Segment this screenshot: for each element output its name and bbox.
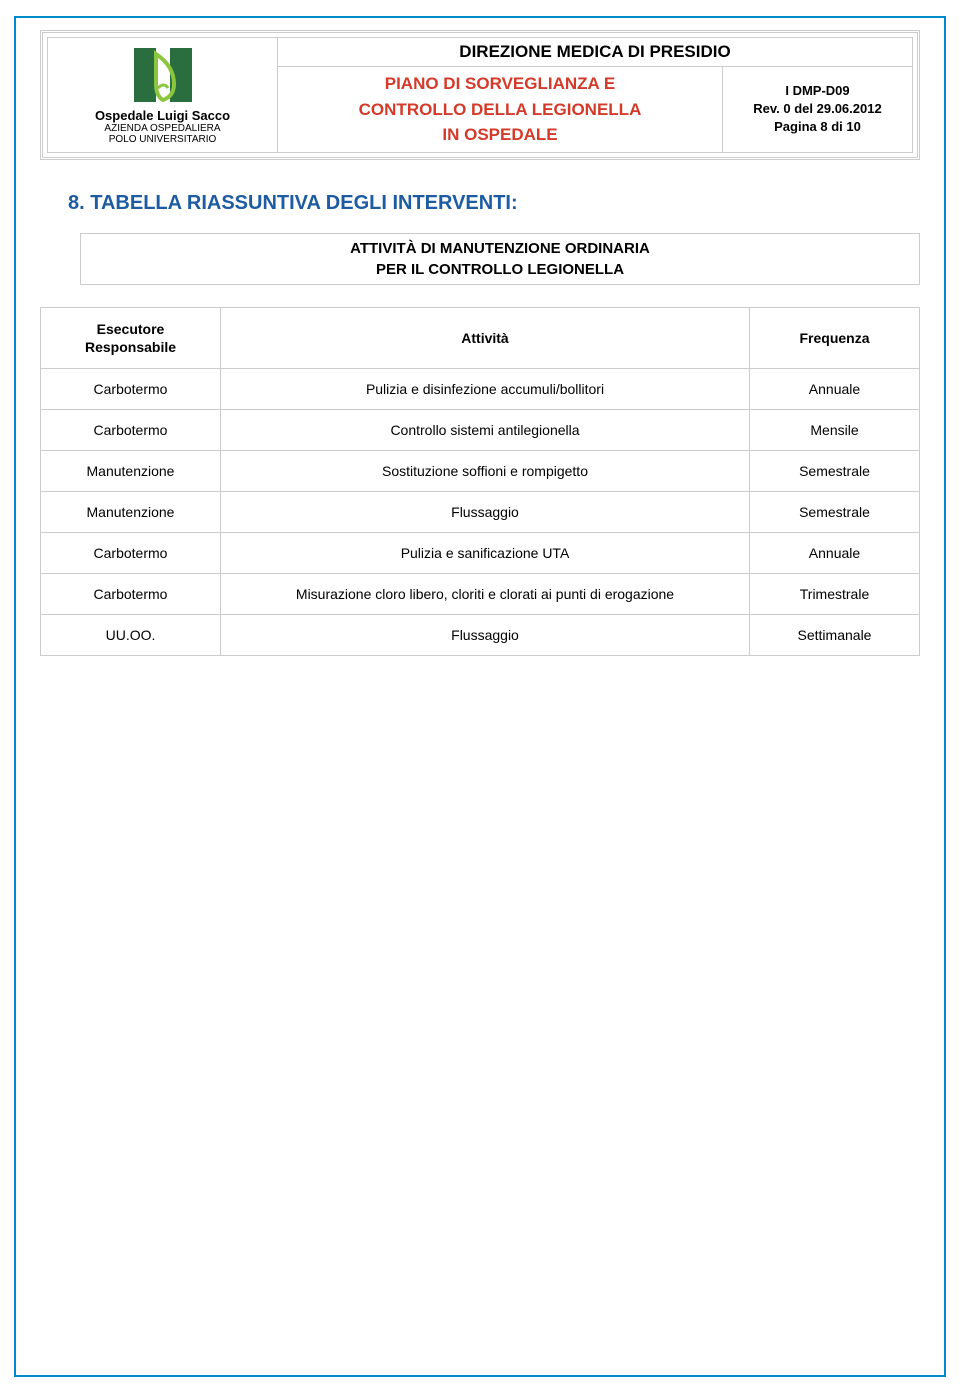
cell-executor: Manutenzione [41,450,221,491]
table-header-row: EsecutoreResponsabile Attività Frequenza [41,307,920,368]
header-title-2: PIANO DI SORVEGLIANZA ECONTROLLO DELLA L… [278,67,723,153]
doc-rev: Rev. 0 del 29.06.2012 [731,100,904,118]
cell-activity: Flussaggio [221,491,750,532]
org-logo-block: Ospedale Luigi Sacco AZIENDA OSPEDALIERA… [56,44,269,145]
hospital-logo-icon [128,44,198,106]
section-title: 8. TABELLA RIASSUNTIVA DEGLI INTERVENTI: [40,192,920,215]
cell-executor: UU.OO. [41,614,221,655]
table-row: Carbotermo Pulizia e disinfezione accumu… [41,368,920,409]
cell-frequency: Annuale [750,532,920,573]
cell-activity: Controllo sistemi antilegionella [221,409,750,450]
page-content: Ospedale Luigi Sacco AZIENDA OSPEDALIERA… [40,30,920,656]
header-title-1: DIREZIONE MEDICA DI PRESIDIO [278,38,913,67]
org-subtitle-1: AZIENDA OSPEDALIERA [104,123,220,134]
subtitle-line-2: PER IL CONTROLLO LEGIONELLA [81,261,919,278]
col-header-activity: Attività [221,307,750,368]
col-header-frequency: Frequenza [750,307,920,368]
logo-cell: Ospedale Luigi Sacco AZIENDA OSPEDALIERA… [48,38,278,153]
section-subtitle-box: ATTIVITÀ DI MANUTENZIONE ORDINARIA PER I… [80,233,920,285]
doc-info: I DMP-D09 Rev. 0 del 29.06.2012 Pagina 8… [723,67,913,153]
cell-activity: Pulizia e disinfezione accumuli/bollitor… [221,368,750,409]
subtitle-line-1: ATTIVITÀ DI MANUTENZIONE ORDINARIA [81,240,919,257]
table-row: Carbotermo Misurazione cloro libero, clo… [41,573,920,614]
cell-frequency: Mensile [750,409,920,450]
cell-activity: Sostituzione soffioni e rompigetto [221,450,750,491]
interventions-table: EsecutoreResponsabile Attività Frequenza… [40,307,920,656]
table-row: Manutenzione Sostituzione soffioni e rom… [41,450,920,491]
header-table: Ospedale Luigi Sacco AZIENDA OSPEDALIERA… [47,37,913,153]
col-header-executor: EsecutoreResponsabile [41,307,221,368]
col-header-executor-text: EsecutoreResponsabile [85,321,176,355]
cell-activity: Flussaggio [221,614,750,655]
doc-code: I DMP-D09 [731,82,904,100]
cell-activity: Pulizia e sanificazione UTA [221,532,750,573]
cell-activity: Misurazione cloro libero, cloriti e clor… [221,573,750,614]
table-body: Carbotermo Pulizia e disinfezione accumu… [41,368,920,655]
table-row: Manutenzione Flussaggio Semestrale [41,491,920,532]
cell-frequency: Annuale [750,368,920,409]
doc-page: Pagina 8 di 10 [731,118,904,136]
cell-executor: Carbotermo [41,409,221,450]
org-subtitle-2: POLO UNIVERSITARIO [109,134,217,145]
cell-executor: Manutenzione [41,491,221,532]
cell-executor: Carbotermo [41,573,221,614]
org-name: Ospedale Luigi Sacco [95,108,230,123]
cell-frequency: Semestrale [750,450,920,491]
cell-frequency: Trimestrale [750,573,920,614]
cell-executor: Carbotermo [41,368,221,409]
header-title-2-text: PIANO DI SORVEGLIANZA ECONTROLLO DELLA L… [359,74,642,144]
document-header: Ospedale Luigi Sacco AZIENDA OSPEDALIERA… [40,30,920,160]
table-row: UU.OO. Flussaggio Settimanale [41,614,920,655]
cell-frequency: Settimanale [750,614,920,655]
table-row: Carbotermo Controllo sistemi antilegione… [41,409,920,450]
table-row: Carbotermo Pulizia e sanificazione UTA A… [41,532,920,573]
cell-executor: Carbotermo [41,532,221,573]
cell-frequency: Semestrale [750,491,920,532]
